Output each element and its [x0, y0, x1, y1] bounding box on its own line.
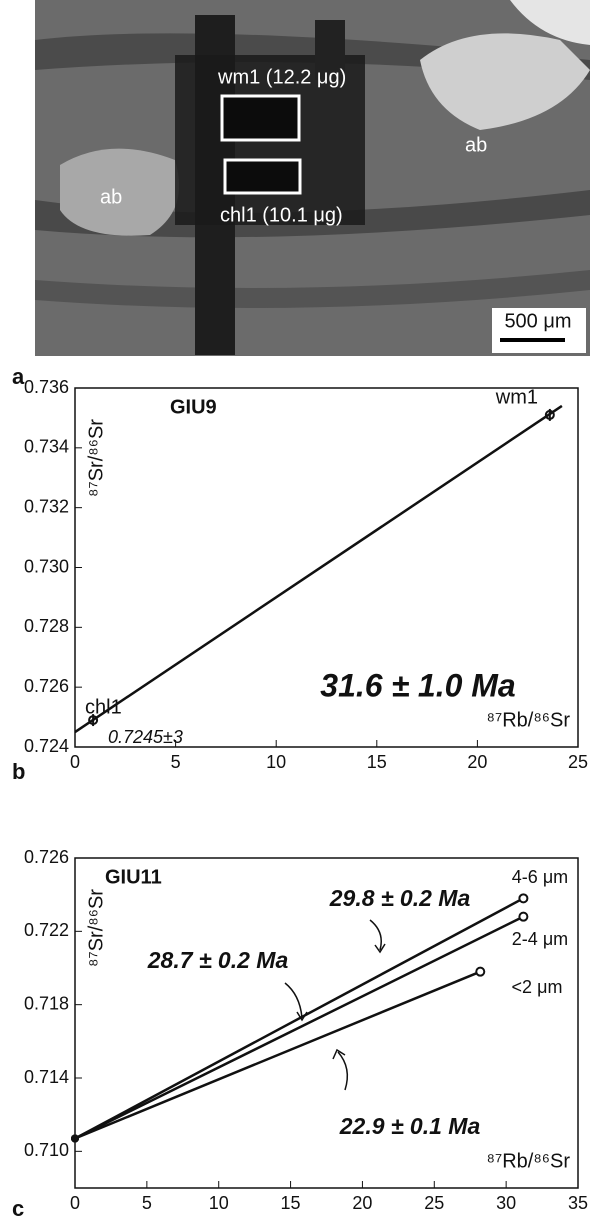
y-tick-label: 0.726 [24, 676, 69, 696]
isochron-line [74, 897, 524, 1140]
x-tick-label: 5 [171, 752, 181, 772]
y-tick-label: 0.736 [24, 377, 69, 397]
chart-title: GIU9 [170, 396, 217, 418]
y-tick-label: 0.734 [24, 437, 69, 457]
x-tick-label: 0 [70, 1193, 80, 1213]
series-label: <2 μm [512, 977, 563, 997]
x-tick-label: 10 [266, 752, 286, 772]
x-tick-label: 10 [209, 1193, 229, 1213]
y-tick-label: 0.724 [24, 736, 69, 756]
x-tick-label: 5 [142, 1193, 152, 1213]
x-tick-label: 15 [367, 752, 387, 772]
box-label: chl1 (10.1 μg) [220, 204, 343, 226]
y-tick-label: 0.710 [24, 1140, 69, 1160]
micrograph [35, 0, 590, 356]
arrows [284, 919, 386, 1091]
x-tick-label: 25 [568, 752, 588, 772]
mineral-label: ab [465, 134, 487, 156]
x-tick-label: 30 [496, 1193, 516, 1213]
y-tick-label: 0.726 [24, 847, 69, 867]
age-label: 31.6 ± 1.0 Ma [320, 667, 515, 703]
y-tick-label: 0.728 [24, 616, 69, 636]
age-label: 22.9 ± 0.1 Ma [339, 1113, 481, 1139]
y-axis-label: ⁸⁷Sr/⁸⁶Sr [85, 419, 107, 497]
y-tick-label: 0.714 [24, 1067, 69, 1087]
x-tick-label: 0 [70, 752, 80, 772]
y-tick-label: 0.732 [24, 496, 69, 516]
data-point [544, 409, 555, 420]
point-label: chl1 [85, 696, 122, 718]
x-axis-label: ⁸⁷Rb/⁸⁶Sr [487, 709, 571, 731]
isochron-line [74, 970, 481, 1140]
y-tick-label: 0.730 [24, 556, 69, 576]
scale-bar-label: 500 μm [504, 310, 571, 332]
x-tick-label: 35 [568, 1193, 588, 1213]
x-tick-label: 25 [424, 1193, 444, 1213]
panel-label: a [12, 364, 25, 389]
x-tick-label: 15 [281, 1193, 301, 1213]
box-label: wm1 (12.2 μg) [217, 66, 346, 88]
panel-label: c [12, 1196, 24, 1221]
mineral-label: ab [100, 186, 122, 208]
point-label: wm1 [495, 386, 538, 408]
y-tick-label: 0.718 [24, 993, 69, 1013]
series-label: 4-6 μm [512, 867, 568, 887]
plot-frame [74, 857, 579, 1189]
data-point [88, 715, 99, 726]
x-axis-label: ⁸⁷Rb/⁸⁶Sr [487, 1150, 571, 1172]
series-label: 2-4 μm [512, 929, 568, 949]
age-label: 28.7 ± 0.2 Ma [147, 947, 289, 973]
isochron-line [74, 915, 524, 1140]
y-axis-label: ⁸⁷Sr/⁸⁶Sr [85, 889, 107, 967]
data-point [475, 966, 486, 977]
isochron-line [74, 404, 563, 734]
x-tick-label: 20 [352, 1193, 372, 1213]
data-point [71, 1134, 79, 1143]
data-point [518, 911, 529, 922]
y-tick-label: 0.722 [24, 920, 69, 940]
age-label: 29.8 ± 0.2 Ma [329, 885, 471, 911]
x-tick-label: 20 [467, 752, 487, 772]
chart-title: GIU11 [105, 866, 162, 888]
intercept-label: 0.7245±3 [108, 727, 183, 747]
panel-label: b [12, 759, 25, 784]
data-point [518, 893, 529, 904]
